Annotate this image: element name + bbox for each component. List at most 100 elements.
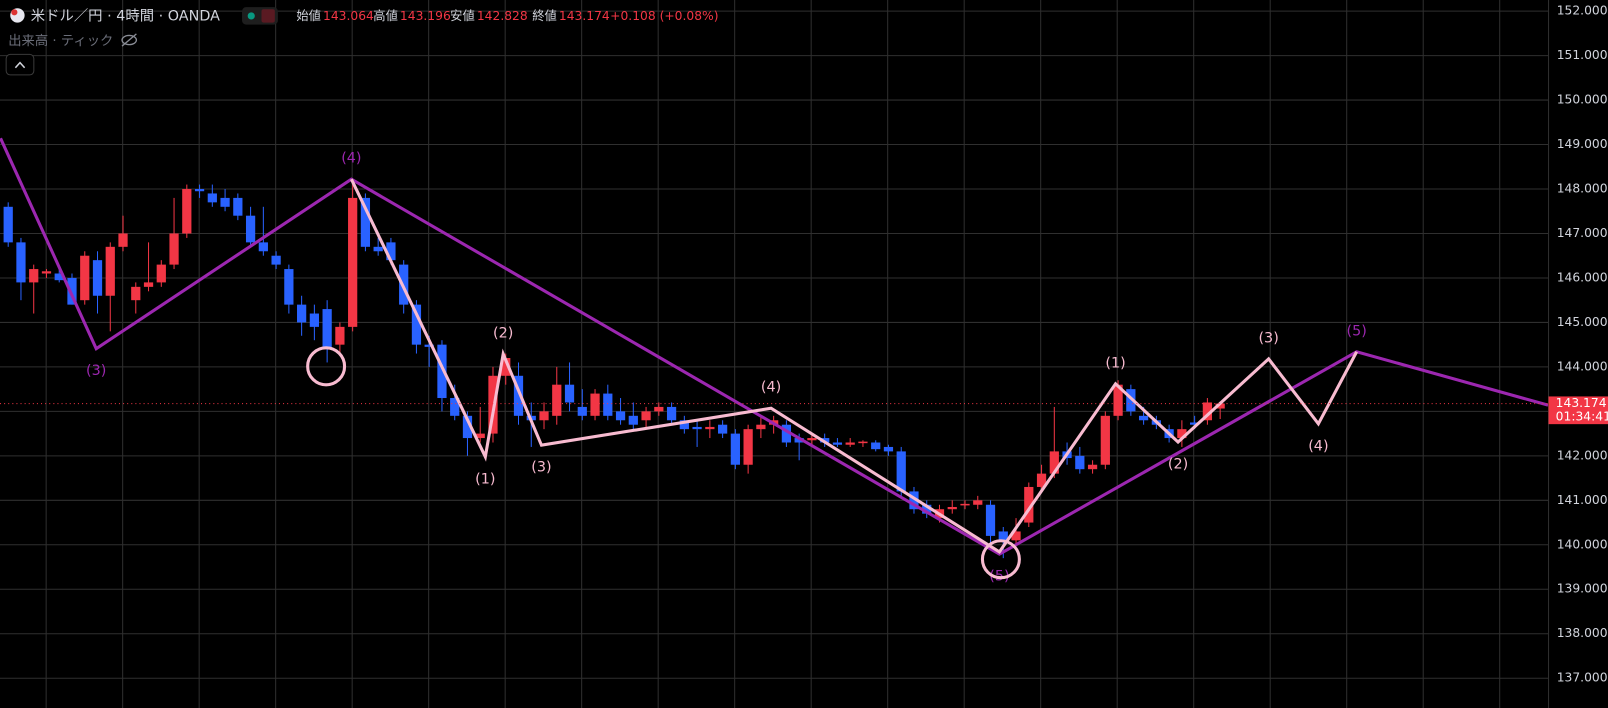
symbol-title: 米ドル／円 · 4時間 · OANDA: [31, 7, 220, 24]
ohlc-header: 始値 143.064 高値 143.196 安値 142.828 終値 143.174 +0.1…: [296, 8, 718, 23]
hide-icon[interactable]: [121, 33, 138, 47]
candle-body: [143, 282, 154, 287]
candle-body: [271, 255, 281, 265]
collapse-button[interactable]: [5, 53, 35, 76]
highlight-circle: [980, 539, 1021, 580]
y-tick-label: 149.000: [1557, 137, 1608, 151]
candle-body: [998, 531, 1008, 541]
candle-body: [985, 504, 996, 536]
y-tick-label: 139.000: [1557, 582, 1608, 596]
ohlc-value: 143.064: [323, 9, 374, 23]
candle-body: [245, 215, 256, 243]
candle-body: [450, 398, 460, 416]
candle-body: [577, 406, 587, 416]
candle-body: [1087, 464, 1098, 470]
candle-body: [564, 384, 575, 403]
candle-body: [220, 197, 230, 207]
candle-body: [1100, 415, 1110, 465]
candle-body: [1190, 422, 1200, 425]
countdown-label: 01:34:41: [1556, 409, 1608, 423]
wave-line: [349, 178, 1359, 554]
candle-body: [475, 433, 485, 439]
candle-body: [666, 406, 677, 421]
candle-body: [539, 411, 549, 421]
candle-body: [67, 277, 77, 305]
candle-body: [194, 189, 205, 192]
highlight-circle: [306, 346, 347, 387]
candle-body: [309, 313, 319, 327]
last-price-tag: [1548, 396, 1608, 425]
candle-body: [628, 415, 638, 425]
last-price-label: 143.174: [1556, 396, 1607, 410]
candle-body: [756, 424, 766, 430]
candle-body: [29, 269, 39, 283]
candle-body: [258, 242, 268, 252]
candle-body: [922, 504, 932, 514]
wave-line: [0, 137, 1549, 556]
wave-label: (1): [1105, 355, 1125, 371]
candle-body: [386, 242, 396, 261]
candle-body: [182, 189, 192, 234]
candle-body: [1024, 486, 1034, 523]
y-tick-label: 140.000: [1557, 537, 1608, 551]
candle-body: [322, 309, 332, 350]
candle-body: [411, 304, 422, 345]
candle-body: [590, 393, 600, 416]
wave-label: (2): [1168, 457, 1188, 473]
ohlc-label: 始値: [296, 8, 321, 23]
ohlc-value: 142.828: [477, 9, 528, 23]
volume-label: 出来高 · ティック: [8, 32, 113, 49]
plot: (3)(4)(5)(5)(1)(2)(3)(4)(1)(2)(3)(4): [0, 137, 1549, 585]
wave-label: (3): [531, 460, 551, 476]
candle-body: [501, 358, 511, 376]
ohlc-label: 終値: [532, 8, 557, 23]
candle-body: [41, 271, 52, 274]
y-tick-label: 151.000: [1557, 48, 1608, 62]
candle-body: [92, 260, 103, 296]
ohlc-value: 143.174: [559, 9, 610, 23]
candle-body: [641, 411, 651, 421]
candle-body: [603, 393, 613, 416]
wave-label: (4): [761, 380, 781, 396]
candle-body: [973, 500, 983, 505]
y-tick-label: 147.000: [1557, 226, 1608, 240]
candle-body: [858, 441, 868, 444]
ohlc-label: 安値: [450, 8, 475, 23]
candle-body: [348, 197, 358, 327]
candle-body: [54, 273, 64, 281]
candle-body: [16, 242, 26, 283]
y-tick-label: 138.000: [1557, 626, 1608, 640]
candle-body: [552, 384, 562, 416]
candle-body: [297, 304, 307, 323]
candle-body: [1113, 384, 1123, 416]
candle-body: [960, 503, 970, 506]
status-flag: [261, 9, 275, 23]
candle-body: [1202, 402, 1213, 421]
y-tick-label: 137.000: [1557, 671, 1608, 685]
candle-body: [845, 442, 855, 445]
wave-label: (4): [341, 151, 361, 167]
symbol-icon: [11, 9, 18, 16]
change-value: +0.108 (+0.08%): [610, 9, 718, 23]
candle-body: [1215, 403, 1225, 409]
candle-body: [1177, 429, 1187, 439]
candle-body: [718, 424, 728, 434]
ohlc-label: 高値: [373, 8, 398, 23]
candle-body: [654, 406, 664, 412]
candle-body: [424, 344, 434, 347]
candle-body: [3, 206, 13, 243]
wave-label: (3): [86, 363, 106, 379]
candle-body: [335, 326, 345, 345]
candle-body: [462, 415, 473, 439]
candle-body: [832, 442, 843, 445]
candle-body: [284, 269, 294, 305]
candle-body: [794, 438, 804, 443]
candle-body: [1036, 473, 1047, 487]
candle-body: [947, 506, 957, 510]
wave-label: (4): [1308, 438, 1328, 454]
candle-body: [730, 433, 740, 465]
candle-body: [105, 246, 115, 296]
candle-body: [1011, 531, 1021, 541]
